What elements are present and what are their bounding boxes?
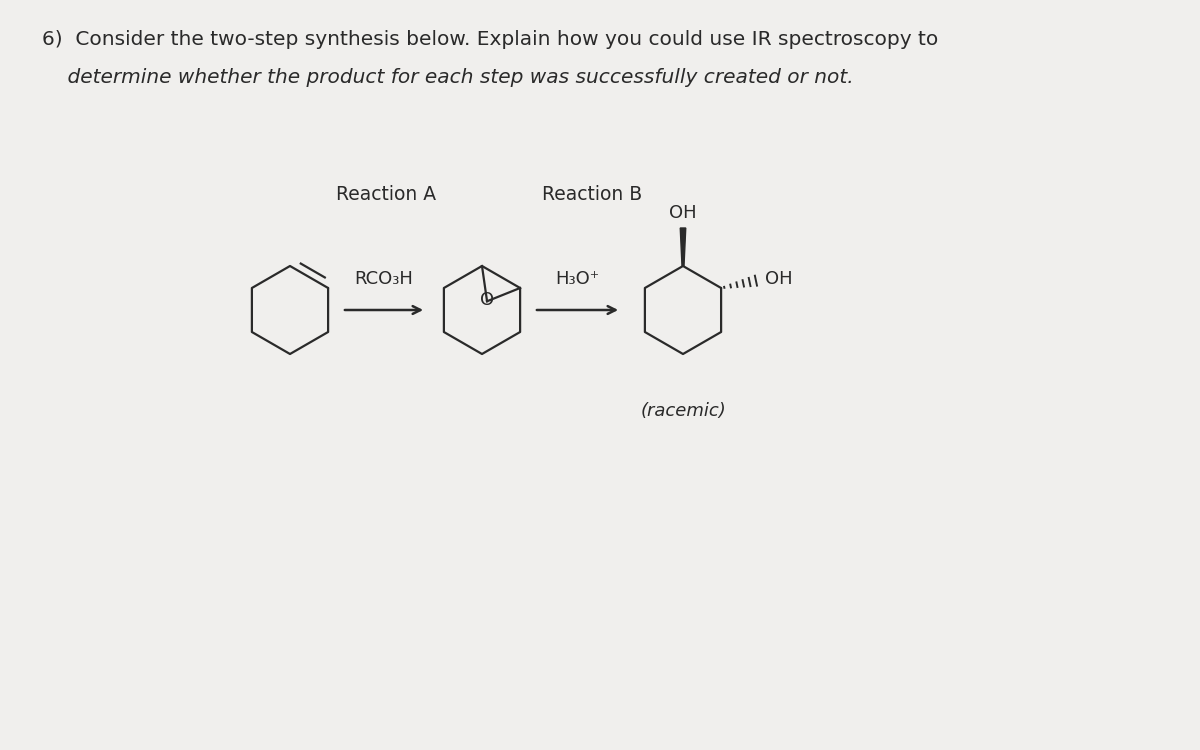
Text: O: O xyxy=(480,291,494,309)
Text: (racemic): (racemic) xyxy=(640,402,726,420)
Text: RCO₃H: RCO₃H xyxy=(354,270,414,288)
Polygon shape xyxy=(680,228,685,266)
Text: Reaction A: Reaction A xyxy=(336,185,436,204)
Text: OH: OH xyxy=(766,270,793,288)
Text: 6)  Consider the two-step synthesis below. Explain how you could use IR spectros: 6) Consider the two-step synthesis below… xyxy=(42,30,938,49)
Text: determine whether the product for each step was successfully created or not.: determine whether the product for each s… xyxy=(42,68,853,87)
Text: Reaction B: Reaction B xyxy=(542,185,643,204)
Text: OH: OH xyxy=(670,204,697,222)
Text: H₃O⁺: H₃O⁺ xyxy=(556,270,600,288)
